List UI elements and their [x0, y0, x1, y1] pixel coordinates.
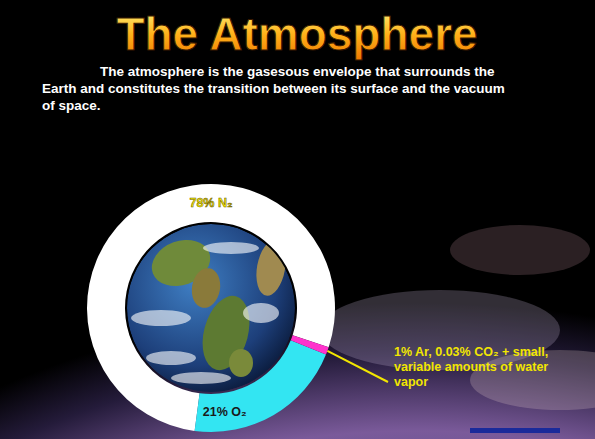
cloud	[171, 372, 231, 384]
cloud	[131, 310, 191, 326]
cloud	[146, 351, 196, 365]
ocean	[127, 224, 295, 392]
clouds	[320, 290, 560, 370]
text-line: 1% Ar, 0.03% CO₂ + small,	[394, 345, 548, 359]
clouds	[450, 225, 590, 275]
title: The Atmosphere	[116, 8, 477, 60]
earth-horizon	[0, 130, 595, 439]
earth	[127, 224, 295, 392]
slice	[291, 335, 329, 354]
text-line: vapor	[394, 375, 428, 389]
logo-bar	[470, 428, 560, 433]
pie	[87, 184, 335, 432]
text-line: variable amounts of water	[394, 360, 548, 374]
slide: The Atmosphere The atmosphere is the gase…	[0, 0, 595, 439]
cloud	[243, 303, 279, 323]
slice-label: 1% Ar, 0.03% CO₂ + small,variable amount…	[394, 345, 548, 389]
subtitle: The atmosphere is the gasesous envelope …	[42, 64, 505, 113]
text-line: of space.	[42, 98, 101, 113]
continent	[229, 349, 253, 377]
slice-label: 21% O₂	[203, 405, 247, 419]
clouds	[470, 350, 595, 410]
leader-line	[327, 351, 388, 382]
slice-label: 78% N₂	[189, 196, 232, 210]
text-line: The atmosphere is the gasesous envelope …	[100, 64, 495, 79]
cloud	[203, 242, 259, 254]
text-line: Earth and constitutes the transition bet…	[42, 81, 505, 96]
